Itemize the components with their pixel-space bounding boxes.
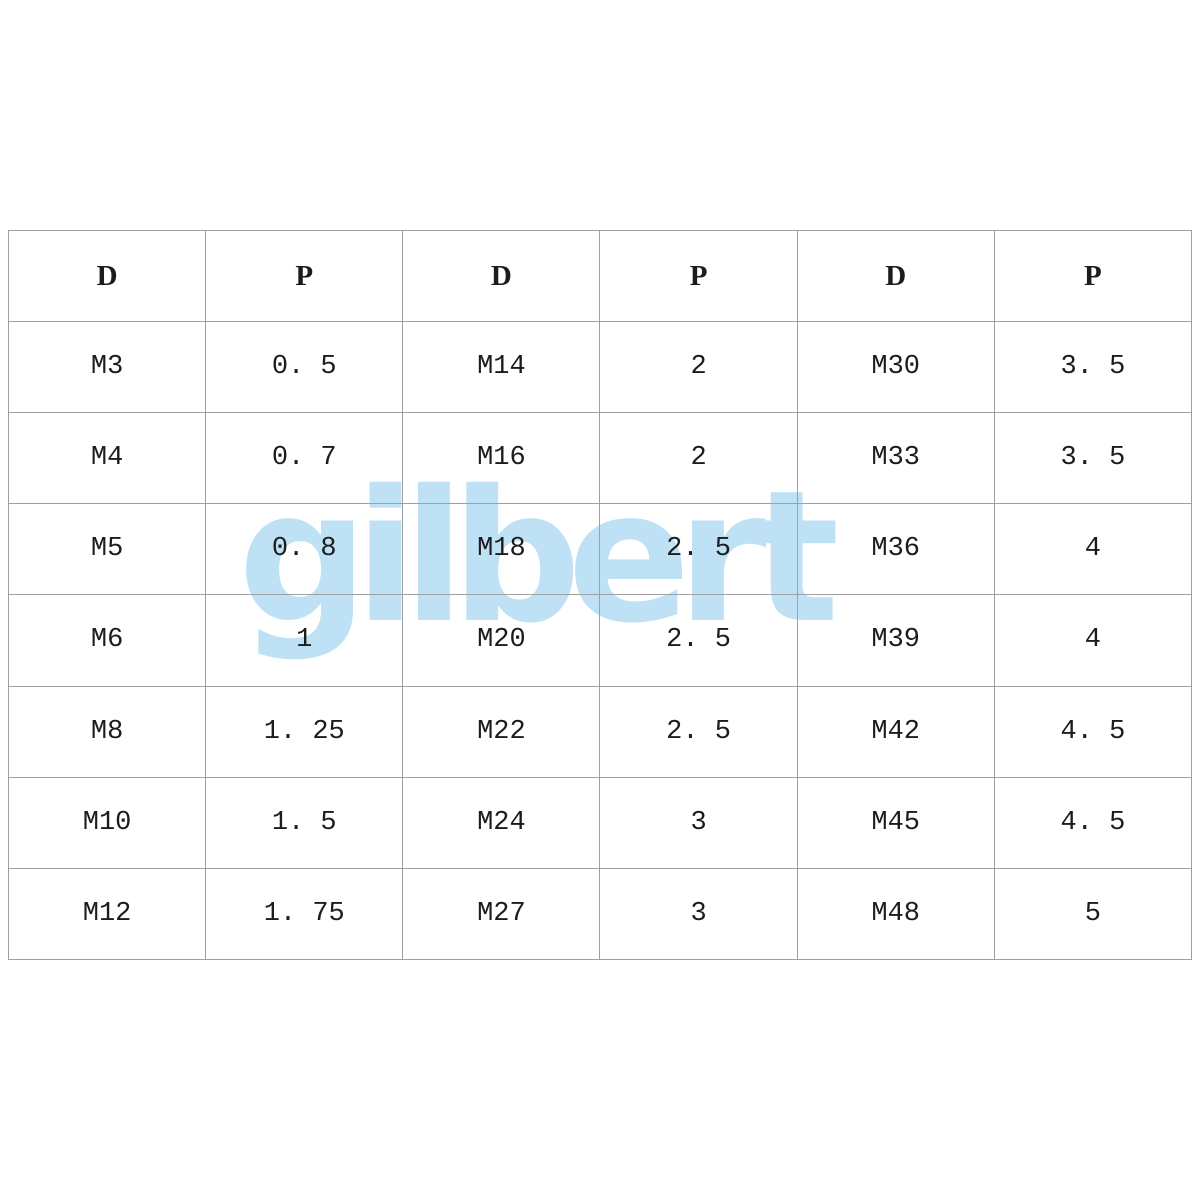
table-cell: M18 <box>402 503 601 596</box>
table-header-cell: D <box>7 230 207 322</box>
table-cell: 3 <box>599 776 798 869</box>
table-cell: M16 <box>402 412 601 505</box>
table-cell: M20 <box>402 594 601 687</box>
table-cell: 0. 7 <box>205 412 404 505</box>
table-cell: 1. 5 <box>205 776 404 869</box>
table-cell: M27 <box>402 867 601 961</box>
table-cell: 3 <box>599 867 798 961</box>
table-cell: 0. 5 <box>205 320 404 414</box>
table-header-cell: P <box>205 230 404 322</box>
table-header-cell: D <box>402 230 601 322</box>
table-cell: M39 <box>796 594 995 687</box>
table-cell: 1. 75 <box>205 867 404 961</box>
table-row: M12 1. 75 M27 3 M48 5 <box>7 867 1193 961</box>
table-cell: 3. 5 <box>993 320 1193 414</box>
table-row: M3 0. 5 M14 2 M30 3. 5 <box>7 320 1193 414</box>
table-row: M8 1. 25 M22 2. 5 M42 4. 5 <box>7 685 1193 778</box>
table-cell: 2. 5 <box>599 594 798 687</box>
table-cell: M36 <box>796 503 995 596</box>
table-cell: 2 <box>599 412 798 505</box>
table-header-cell: P <box>993 230 1193 322</box>
table-cell: M33 <box>796 412 995 505</box>
table-cell: 2. 5 <box>599 685 798 778</box>
table-cell: 4. 5 <box>993 776 1193 869</box>
table-cell: M30 <box>796 320 995 414</box>
table-cell: 2 <box>599 320 798 414</box>
table-cell: 4 <box>993 503 1193 596</box>
table-cell: M5 <box>7 503 207 596</box>
table-body: M3 0. 5 M14 2 M30 3. 5 M4 0. 7 M16 2 M33 3. 5 M5 0. 8… <box>7 320 1193 961</box>
table-cell: M3 <box>7 320 207 414</box>
table-cell: M4 <box>7 412 207 505</box>
table-cell: 3. 5 <box>993 412 1193 505</box>
table-cell: M48 <box>796 867 995 961</box>
table-cell: M22 <box>402 685 601 778</box>
table-cell: M6 <box>7 594 207 687</box>
table-cell: M12 <box>7 867 207 961</box>
table-row: M4 0. 7 M16 2 M33 3. 5 <box>7 412 1193 505</box>
table-row: M6 1 M20 2. 5 M39 4 <box>7 594 1193 687</box>
table-cell: M14 <box>402 320 601 414</box>
table-header-cell: P <box>599 230 798 322</box>
table-cell: 1 <box>205 594 404 687</box>
table-cell: M45 <box>796 776 995 869</box>
table-cell: 5 <box>993 867 1193 961</box>
table-cell: 4 <box>993 594 1193 687</box>
table-cell: 1. 25 <box>205 685 404 778</box>
table-cell: 4. 5 <box>993 685 1193 778</box>
table-row: M5 0. 8 M18 2. 5 M36 4 <box>7 503 1193 596</box>
table-header-cell: D <box>796 230 995 322</box>
table-row: M10 1. 5 M24 3 M45 4. 5 <box>7 776 1193 869</box>
table-cell: M10 <box>7 776 207 869</box>
table-cell: 0. 8 <box>205 503 404 596</box>
table-cell: M8 <box>7 685 207 778</box>
table-cell: M24 <box>402 776 601 869</box>
table-cell: 2. 5 <box>599 503 798 596</box>
table-cell: M42 <box>796 685 995 778</box>
